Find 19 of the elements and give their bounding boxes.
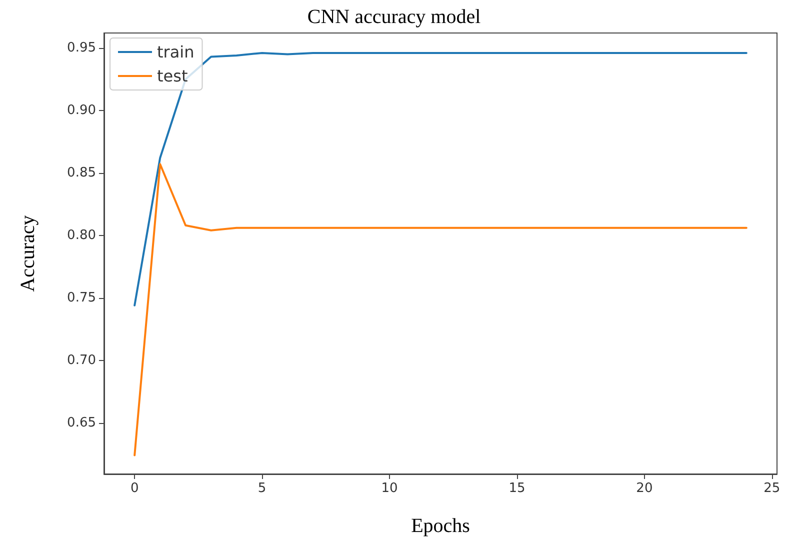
x-tick-label: 25 (764, 481, 780, 496)
legend-label: test (157, 66, 188, 86)
y-axis-title: Accuracy (17, 215, 39, 292)
y-tick-label: 0.80 (67, 228, 96, 243)
legend-label: train (157, 42, 194, 62)
x-tick-label: 0 (130, 481, 139, 496)
y-tick-label: 0.70 (67, 352, 96, 368)
x-tick-label: 15 (508, 481, 526, 496)
x-tick-label: 5 (258, 481, 266, 496)
y-tick-label: 0.75 (67, 290, 96, 306)
chart-title: CNN accuracy model (307, 6, 482, 28)
x-tick-label: 20 (636, 481, 653, 496)
y-tick-label: 0.90 (67, 102, 96, 118)
y-tick-label: 0.95 (67, 40, 96, 56)
y-tick-label: 0.85 (67, 165, 96, 180)
x-axis-title: Epochs (411, 515, 470, 537)
y-tick-label: 0.65 (67, 415, 96, 430)
x-tick-label: 10 (381, 481, 398, 496)
line-series (134, 163, 748, 456)
